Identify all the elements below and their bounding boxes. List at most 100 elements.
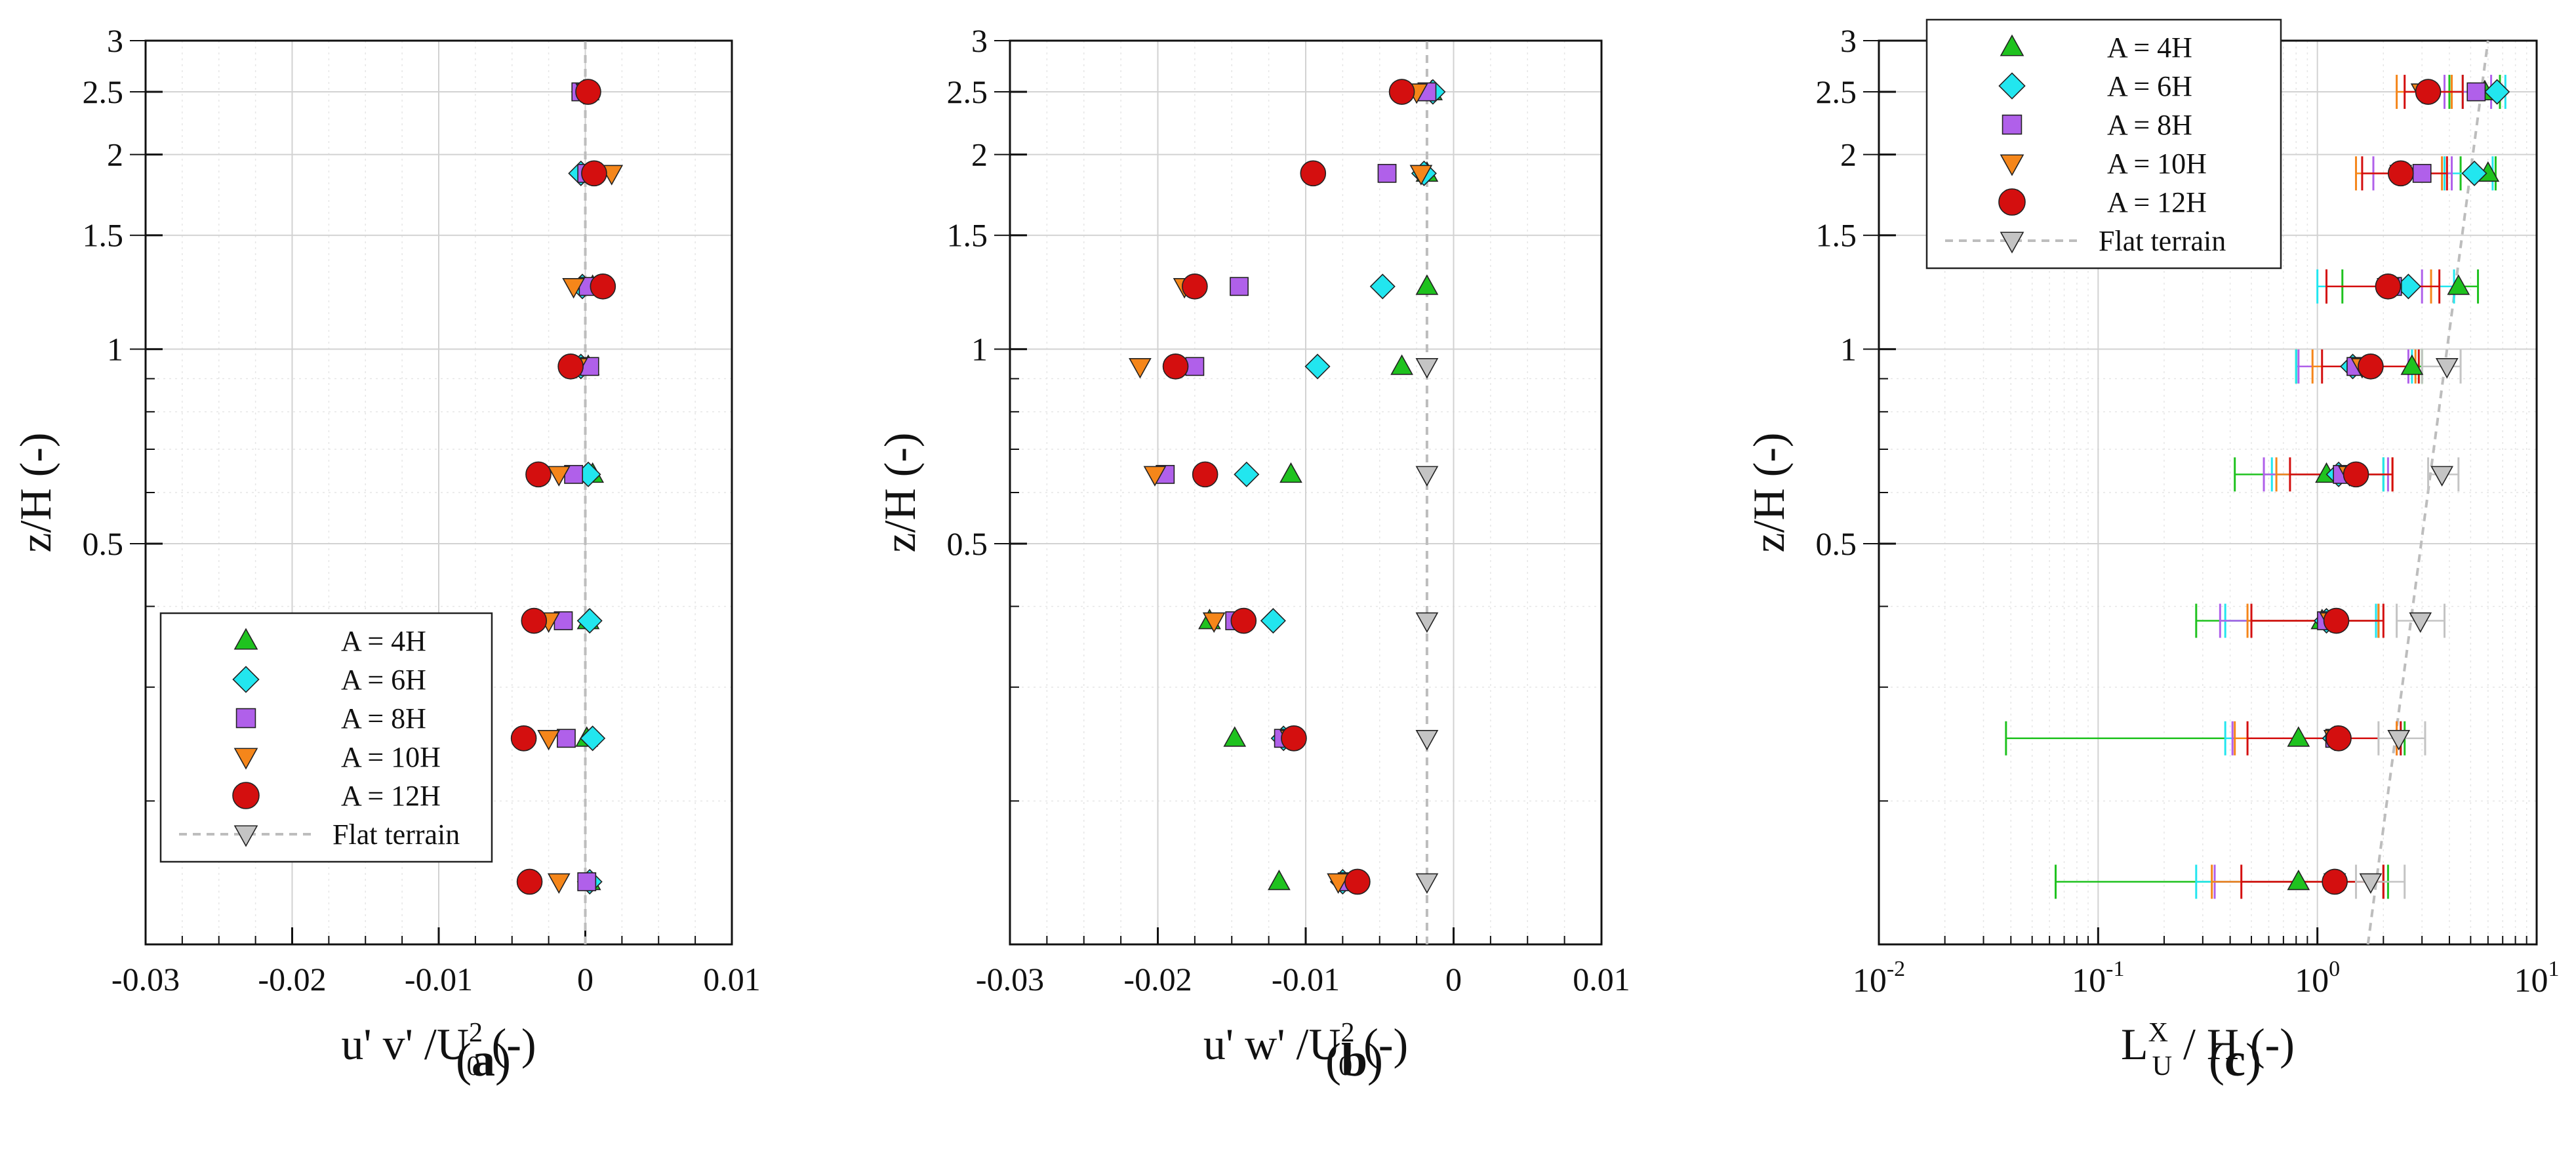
x-tick-label: -0.03 bbox=[976, 961, 1044, 998]
point-a-10h bbox=[1129, 358, 1152, 379]
point-a-6h bbox=[576, 608, 603, 634]
legend-marker-a-8h bbox=[235, 708, 256, 729]
point-flat-terrain bbox=[1415, 466, 1439, 487]
x-tick-label-exp: -1 bbox=[2106, 957, 2124, 981]
point-a-12h bbox=[557, 353, 584, 380]
point-a-10h bbox=[1143, 466, 1167, 487]
legend-label-a-12h: A = 12H bbox=[2107, 186, 2207, 218]
y-tick-label: 1 bbox=[971, 331, 988, 367]
x-axis-title-sub: 0 bbox=[467, 1051, 481, 1081]
x-axis-title-sub: U bbox=[2152, 1051, 2172, 1081]
point-a-12h bbox=[521, 607, 548, 634]
x-tick-label-base: 10 bbox=[1853, 962, 1887, 999]
point-a-8h bbox=[1185, 357, 1205, 376]
x-axis-title-base: u' v' /U bbox=[341, 1019, 469, 1069]
legend-label-flat-terrain: Flat terrain bbox=[2099, 225, 2226, 257]
point-flat-terrain bbox=[2359, 873, 2383, 894]
x-axis-title-base: u' w' /U bbox=[1203, 1019, 1341, 1069]
point-a-10h bbox=[1409, 165, 1433, 186]
x-tick-label-exp: -2 bbox=[1887, 957, 1905, 981]
point-a-8h bbox=[1377, 163, 1397, 183]
point-a-8h bbox=[2466, 82, 2486, 102]
y-tick-label: 1.5 bbox=[83, 217, 124, 254]
point-a-12h bbox=[1344, 868, 1371, 895]
point-a-6h bbox=[1304, 353, 1331, 380]
legend-label-a-6h: A = 6H bbox=[341, 664, 426, 696]
point-a-6h bbox=[1260, 608, 1286, 634]
y-tick-label: 2 bbox=[107, 136, 123, 173]
x-axis-title-tail: (-) bbox=[1352, 1019, 1408, 1069]
point-a-12h bbox=[516, 868, 543, 895]
point-a-12h bbox=[575, 79, 601, 105]
point-a-12h bbox=[581, 160, 607, 187]
legend-label-a-10h: A = 10H bbox=[2107, 148, 2207, 180]
legend-marker-a-4h bbox=[2000, 34, 2024, 56]
point-a-8h bbox=[557, 729, 576, 748]
point-a-4h bbox=[2400, 354, 2424, 375]
x-tick-label: -0.01 bbox=[405, 961, 473, 998]
x-tick-label-base: 10 bbox=[2295, 962, 2329, 999]
y-axis-title: z/H (-) bbox=[1744, 432, 1794, 552]
x-tick-label: 10-2 bbox=[1853, 957, 1905, 999]
x-tick-label: -0.03 bbox=[111, 961, 180, 998]
point-flat-terrain bbox=[2409, 612, 2432, 633]
point-a-10h bbox=[562, 277, 585, 299]
point-a-10h bbox=[1202, 612, 1226, 633]
legend-marker-a-4h bbox=[233, 628, 258, 650]
y-tick-label: 2 bbox=[971, 136, 988, 173]
legend-label-a-8h: A = 8H bbox=[341, 702, 426, 735]
x-tick-label: 10-1 bbox=[2072, 957, 2124, 999]
legend-marker-flat-terrain bbox=[2000, 232, 2024, 254]
point-a-12h bbox=[2325, 725, 2352, 752]
x-tick-label: 0.01 bbox=[1573, 961, 1630, 998]
x-axis-title: u' w' /U2 0 (-) bbox=[1203, 1017, 1408, 1081]
point-a-12h bbox=[1300, 160, 1327, 187]
y-axis-title: z/H (-) bbox=[875, 432, 925, 552]
point-flat-terrain bbox=[1415, 873, 1439, 894]
y-tick-label: 1 bbox=[1840, 331, 1857, 367]
legend-marker-a-10h bbox=[233, 748, 258, 770]
point-a-10h bbox=[547, 466, 571, 487]
y-tick-label: 1.5 bbox=[947, 217, 988, 254]
point-a-12h bbox=[2343, 461, 2369, 488]
y-tick-label: 1.5 bbox=[1816, 217, 1857, 254]
point-flat-terrain bbox=[1415, 358, 1439, 379]
legend-box bbox=[1925, 18, 2282, 270]
x-axis-title-sup: 2 bbox=[469, 1017, 483, 1048]
x-tick-label: -0.01 bbox=[1272, 961, 1340, 998]
x-axis-title-tail: (-) bbox=[481, 1019, 536, 1069]
legend-label-a-4h: A = 4H bbox=[341, 625, 426, 657]
x-tick-label: -0.02 bbox=[258, 961, 326, 998]
y-tick-label: 0.5 bbox=[1816, 525, 1857, 562]
legend-marker-a-6h bbox=[1998, 72, 2026, 100]
x-tick-label: 0 bbox=[577, 961, 594, 998]
point-a-6h bbox=[1234, 461, 1260, 487]
point-a-12h bbox=[1388, 79, 1415, 105]
chart-a: 0.5 1 1.5 2 2.5 3 -0.03 -0.02 -0.01 0 0.01 z/H (-) u… bbox=[10, 22, 761, 1081]
x-axis-title: LX U / H (-) bbox=[2121, 1017, 2295, 1081]
y-tick-label: 1 bbox=[107, 331, 123, 367]
legend-marker-a-10h bbox=[2000, 154, 2024, 176]
point-a-12h bbox=[2375, 273, 2402, 300]
point-a-12h bbox=[1230, 607, 1257, 634]
point-a-10h bbox=[547, 873, 571, 894]
point-a-12h bbox=[2358, 353, 2384, 380]
x-axis-title-sub: 0 bbox=[1338, 1051, 1352, 1081]
point-a-4h bbox=[1268, 870, 1291, 891]
x-tick-label: 0 bbox=[1445, 961, 1462, 998]
point-a-8h bbox=[2412, 163, 2432, 183]
point-a-12h bbox=[1182, 273, 1208, 300]
y-tick-label: 2 bbox=[1840, 136, 1857, 173]
y-tick-label: 0.5 bbox=[83, 525, 124, 562]
caption-c: (c) bbox=[2209, 1034, 2261, 1086]
point-a-12h bbox=[510, 725, 537, 752]
x-axis-title-sup: 2 bbox=[1341, 1017, 1355, 1048]
legend-label-a-8h: A = 8H bbox=[2107, 109, 2192, 141]
point-a-4h bbox=[2287, 726, 2310, 747]
legend-label-flat-terrain: Flat terrain bbox=[332, 818, 460, 851]
legend-label-a-12h: A = 12H bbox=[341, 780, 441, 812]
point-a-12h bbox=[2415, 79, 2442, 105]
caption-a: (a) bbox=[456, 1034, 511, 1086]
point-a-12h bbox=[525, 461, 552, 488]
